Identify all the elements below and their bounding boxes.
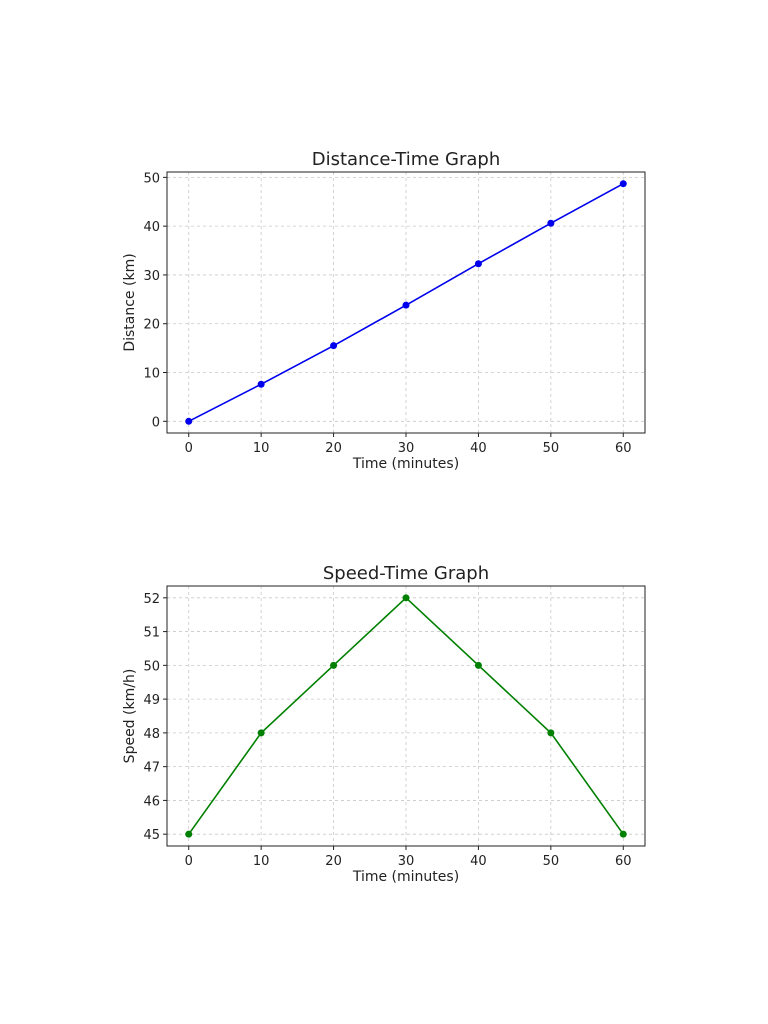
x-tick-label: 40: [470, 441, 487, 456]
data-point: [547, 729, 555, 737]
x-tick-label: 40: [470, 854, 487, 869]
chart-title: Speed-Time Graph: [323, 563, 489, 584]
grid-lines: [167, 172, 645, 433]
x-tick-label: 10: [253, 441, 270, 456]
y-tick-label: 50: [143, 659, 160, 674]
x-tick-label: 0: [185, 854, 193, 869]
x-tick-label: 50: [543, 441, 560, 456]
y-tick-label: 45: [143, 828, 160, 843]
y-axis-label: Speed (km/h): [122, 669, 138, 764]
data-point: [474, 661, 482, 669]
y-tick-label: 30: [143, 269, 160, 284]
data-point: [257, 380, 265, 388]
y-tick-label: 0: [152, 415, 160, 430]
y-tick-label: 51: [143, 626, 160, 641]
y-tick-label: 49: [143, 693, 160, 708]
x-tick-label: 60: [615, 854, 632, 869]
data-point: [619, 830, 627, 838]
distance-series-points: [185, 180, 627, 425]
data-point: [330, 342, 338, 350]
data-point: [402, 594, 410, 602]
x-tick-label: 30: [398, 441, 415, 456]
y-tick-label: 50: [143, 171, 160, 186]
y-axis-label: Distance (km): [122, 253, 138, 351]
data-point: [474, 260, 482, 268]
axis-ticks: 0 10 20 30 40 50 60 45 46 47 48 49 50 51 52: [143, 592, 631, 869]
y-tick-label: 10: [143, 367, 160, 382]
y-tick-label: 20: [143, 318, 160, 333]
data-point: [330, 661, 338, 669]
y-tick-label: 52: [143, 592, 160, 607]
data-point: [402, 301, 410, 309]
data-point: [257, 729, 265, 737]
data-point: [185, 830, 193, 838]
y-tick-label: 40: [143, 220, 160, 235]
x-tick-label: 30: [398, 854, 415, 869]
x-tick-label: 20: [325, 854, 342, 869]
y-tick-label: 48: [143, 727, 160, 742]
data-point: [547, 219, 555, 227]
data-point: [185, 417, 193, 425]
axis-ticks: 0 10 20 30 40 50 60 0 10 20 30 40 50: [143, 171, 631, 456]
x-tick-label: 60: [615, 441, 632, 456]
x-tick-label: 50: [543, 854, 560, 869]
x-tick-label: 10: [253, 854, 270, 869]
distance-time-chart: 0 10 20 30 40 50 60 0 10 20 30 40 50 Distance-Time G…: [122, 149, 646, 472]
speed-time-chart: 0 10 20 30 40 50 60 45 46 47 48 49 50 51 52 Speed-Time…: [122, 563, 646, 885]
grid-lines: [167, 586, 645, 846]
data-point: [619, 180, 627, 188]
y-tick-label: 47: [143, 761, 160, 776]
x-axis-label: Time (minutes): [352, 869, 459, 885]
chart-title: Distance-Time Graph: [312, 149, 501, 170]
speed-series-points: [185, 594, 627, 838]
x-tick-label: 0: [185, 441, 193, 456]
x-axis-label: Time (minutes): [352, 456, 459, 472]
x-tick-label: 20: [325, 441, 342, 456]
y-tick-label: 46: [143, 794, 160, 809]
